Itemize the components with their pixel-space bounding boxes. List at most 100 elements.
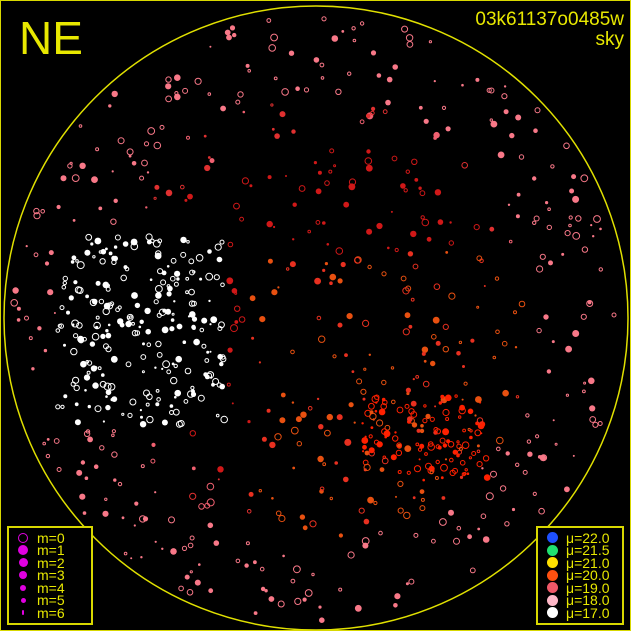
star-marker [76,286,84,294]
star-marker [326,243,330,246]
star-marker [16,318,21,322]
star-marker [322,268,326,272]
star-marker [354,257,361,264]
star-marker [449,469,456,477]
star-marker [572,232,581,240]
star-marker [226,382,231,387]
star-marker [154,252,162,260]
star-marker [338,533,343,538]
star-marker [437,445,442,450]
star-marker [397,470,402,474]
star-marker [229,25,236,31]
star-marker [582,389,586,394]
star-marker [384,435,388,439]
star-marker [426,236,432,242]
star-marker [292,238,295,241]
star-marker [46,438,50,441]
star-marker [111,451,118,458]
star-marker [501,340,508,347]
star-marker [571,174,577,180]
sky-brightness-legend-item: μ=20.0 [544,567,616,583]
star-marker [113,245,118,249]
star-marker [525,413,530,418]
magnitude-label: m=4 [37,579,65,596]
star-marker [538,507,545,515]
star-marker [589,416,597,423]
star-marker [279,417,286,424]
star-marker [60,404,65,409]
star-marker [496,446,501,452]
star-marker [359,21,365,26]
star-marker [552,419,555,422]
star-marker [405,285,412,292]
star-marker [347,71,352,76]
star-marker [322,221,326,225]
star-marker [169,404,174,408]
star-marker [333,164,337,168]
star-marker [572,454,575,457]
star-marker [432,316,440,324]
star-marker [420,424,424,428]
star-marker [217,326,223,331]
star-marker [490,470,497,478]
star-marker [246,509,252,514]
star-marker [131,161,137,166]
star-marker [299,514,306,520]
star-marker [194,579,201,586]
star-marker [435,459,440,465]
star-marker [134,330,141,336]
magnitude-symbol-icon [15,610,31,616]
star-marker [166,369,172,375]
star-marker [165,83,172,90]
star-marker [80,360,87,368]
star-marker [488,87,495,94]
star-marker [400,275,407,282]
star-marker [369,410,374,415]
star-marker [166,291,172,297]
star-marker [415,375,420,379]
star-marker [384,424,391,431]
star-marker [191,466,196,471]
star-marker [76,261,85,270]
star-marker [63,343,66,347]
star-marker [130,557,133,560]
star-marker [461,472,466,477]
star-marker [109,301,115,307]
star-marker [597,421,603,426]
magnitude-label: m=5 [37,592,65,609]
star-marker [207,522,214,529]
star-marker [329,496,333,501]
star-marker [347,551,355,559]
star-marker [412,263,419,270]
star-marker [199,277,203,281]
star-marker [368,402,375,410]
star-marker [564,230,571,237]
star-marker [456,440,460,444]
star-marker [83,374,91,381]
star-marker [294,597,302,606]
star-marker [459,404,465,411]
star-marker [113,478,117,482]
star-marker [319,486,325,492]
star-marker [151,442,156,447]
star-marker [414,178,419,182]
star-marker [104,497,108,501]
star-marker [126,148,134,156]
star-marker [154,540,157,543]
star-marker [214,243,222,251]
star-marker [258,489,262,493]
star-marker [370,50,377,56]
star-marker [462,428,467,433]
star-marker [375,401,378,404]
star-marker [311,572,315,577]
star-marker [33,252,39,258]
star-marker [367,496,374,504]
star-marker [281,88,289,96]
magnitude-legend-item: m=3 [15,567,85,583]
star-marker [85,294,89,299]
star-marker [110,218,117,225]
star-marker [368,353,371,356]
star-marker [171,362,175,366]
star-marker [207,156,211,159]
star-marker [233,202,240,210]
